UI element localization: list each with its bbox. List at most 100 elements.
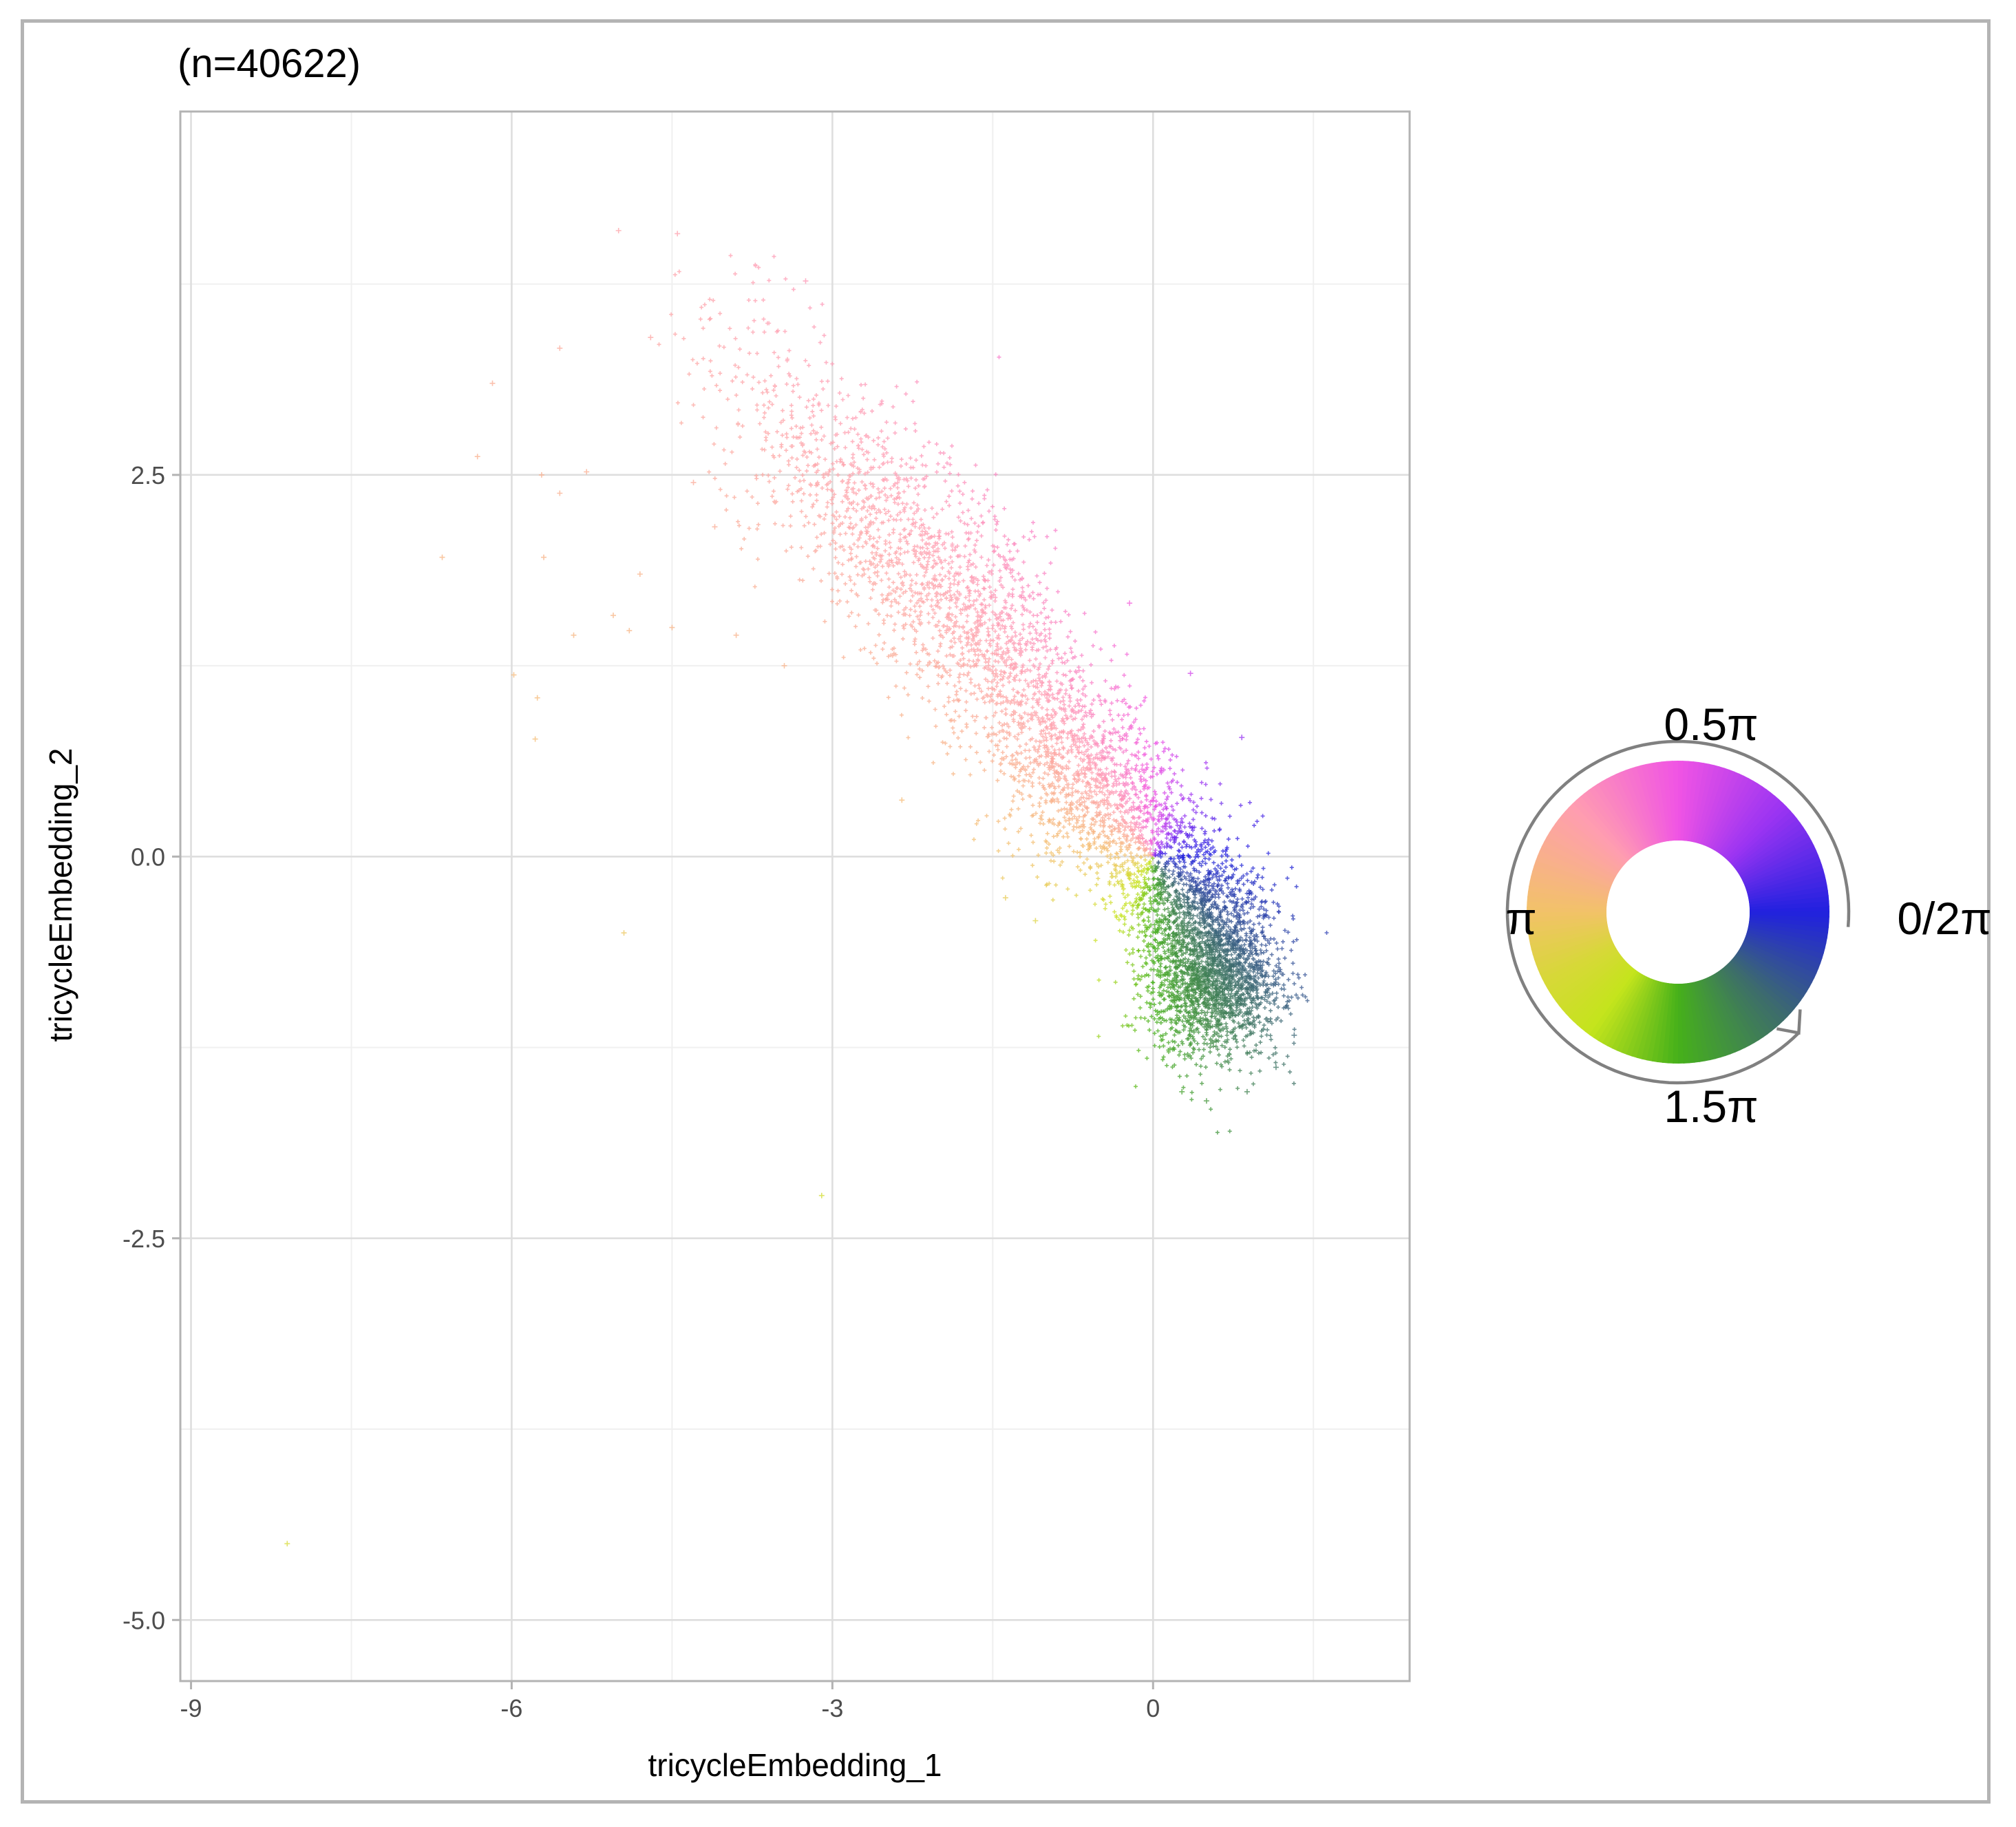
scatter-point-group — [1125, 869, 1130, 874]
scatter-point-group — [803, 278, 1110, 783]
hue-wheel-segment — [1551, 823, 1620, 873]
scatter-point-group — [1012, 542, 1127, 795]
scatter-point-group — [1029, 529, 1034, 534]
scatter-point-group — [1289, 865, 1294, 870]
scatter-point-group — [1218, 781, 1222, 786]
scatter-point-group — [679, 421, 1135, 841]
hue-wheel-segment — [1745, 933, 1823, 964]
x-tick-label: -3 — [821, 1694, 843, 1722]
scatter-point-group — [1114, 684, 1143, 805]
hue-wheel-segment — [1539, 845, 1614, 884]
scatter-point-group — [690, 479, 1138, 845]
scatter-point-group — [1260, 875, 1264, 880]
scatter-point-group — [1156, 752, 1175, 831]
scatter-point-group — [1030, 856, 1136, 868]
scatter-point-group — [1143, 925, 1152, 1021]
hue-wheel-segment — [1657, 982, 1671, 1063]
hue-wheel-hole — [1606, 841, 1750, 984]
hue-wheel-segment — [1602, 974, 1645, 1046]
hue-wheel-segment — [1744, 936, 1821, 969]
scatter-point-group — [797, 578, 1101, 816]
scatter-point-group — [1101, 898, 1106, 902]
scatter-point-group — [1125, 872, 1144, 898]
hue-wheel-segment — [1631, 980, 1659, 1058]
scatter-point-group — [1176, 874, 1287, 960]
scatter-point-group — [1048, 856, 1113, 863]
scatter-point-group — [1165, 797, 1169, 802]
scatter-point-group — [1163, 814, 1174, 832]
scatter-point-group — [1117, 929, 1122, 933]
scatter-point-group — [991, 549, 1068, 693]
scatter-point-group — [1136, 866, 1151, 896]
y-axis-ticks: -5.0 -2.5 0.0 2.5 — [123, 461, 180, 1634]
hue-wheel-segment — [1529, 880, 1609, 900]
scatter-point-group — [755, 351, 1136, 833]
hue-wheel-segment — [1727, 802, 1787, 863]
scatter-point-group — [1154, 803, 1158, 808]
scatter-point-group — [1220, 873, 1231, 879]
hue-wheel-segment — [1746, 869, 1825, 895]
hue-wheel-segment — [1723, 795, 1780, 859]
scatter-point-group — [982, 493, 1139, 825]
scatter-point-group — [1205, 765, 1209, 770]
scatter-point-group — [1132, 866, 1147, 885]
scatter-point-group — [746, 298, 1145, 845]
scatter-point-group — [1164, 860, 1251, 900]
scatter-point-group — [1152, 807, 1157, 812]
scatter-point-group — [1190, 859, 1220, 868]
scatter-point-group — [1179, 829, 1184, 834]
scatter-point-group — [1232, 905, 1262, 926]
scatter-point-group — [1160, 823, 1257, 856]
scatter-point-group — [1143, 853, 1147, 858]
scatter-point-group — [1002, 860, 1136, 901]
scatter-point-group — [1258, 966, 1278, 987]
x-tick-label: -9 — [180, 1694, 202, 1722]
hue-wheel-segment — [1708, 775, 1750, 849]
scatter-point-group — [1167, 832, 1171, 836]
scatter-point-group — [767, 278, 1108, 789]
scatter-point-group — [926, 440, 1124, 801]
scatter-point-group — [1187, 670, 1193, 677]
hue-wheel-segment — [1734, 953, 1801, 1006]
scatter-point-group — [1144, 793, 1150, 810]
scatter-point-group — [1158, 846, 1163, 850]
scatter-point-group — [1176, 881, 1276, 986]
hue-wheel-segment — [1682, 761, 1694, 841]
scatter-point-group — [1143, 875, 1147, 880]
scatter-point-group — [1175, 792, 1183, 806]
hue-wheel-segment — [1739, 835, 1812, 879]
scatter-point-group — [1176, 865, 1329, 935]
scatter-point-group — [1177, 849, 1182, 854]
scatter-point-group — [1203, 845, 1208, 849]
scatter-point-group — [1260, 814, 1265, 819]
scatter-point-group — [1112, 686, 1129, 742]
hue-wheel-ring — [1527, 761, 1829, 1064]
scatter-point-group — [997, 355, 1001, 359]
scatter-point-group — [1182, 860, 1260, 878]
scatter-point-group — [1143, 885, 1147, 889]
scatter-point-group — [964, 725, 969, 730]
scatter-point-group — [1129, 752, 1147, 816]
scatter-point-group — [1122, 673, 1150, 824]
scatter-point-group — [1138, 895, 1142, 900]
scatter-point-group — [1123, 898, 1143, 952]
scatter-point-group — [1049, 759, 1110, 816]
scatter-point-group — [1126, 1024, 1131, 1028]
scatter-point-group — [1224, 858, 1229, 863]
scatter-point-group — [1174, 894, 1279, 1070]
scatter-point-group — [1178, 867, 1220, 888]
scatter-point-group — [672, 332, 1142, 844]
scatter-point-group — [1131, 947, 1135, 951]
scatter-point-group — [538, 472, 1114, 834]
scatter-point-group — [771, 453, 1110, 811]
scatter-point-group — [1167, 926, 1193, 1027]
hue-wheel-segment — [1598, 973, 1643, 1044]
scatter-point-group — [1221, 869, 1299, 889]
scatter-point-group — [1211, 860, 1216, 865]
scatter-point-group — [1224, 845, 1229, 850]
scatter-point-group — [1132, 978, 1143, 1033]
scatter-point-group — [1045, 862, 1125, 887]
hue-wheel-segment — [1737, 949, 1807, 997]
scatter-point-group — [1127, 905, 1140, 938]
x-axis-title: tricycleEmbedding_1 — [648, 1747, 942, 1783]
